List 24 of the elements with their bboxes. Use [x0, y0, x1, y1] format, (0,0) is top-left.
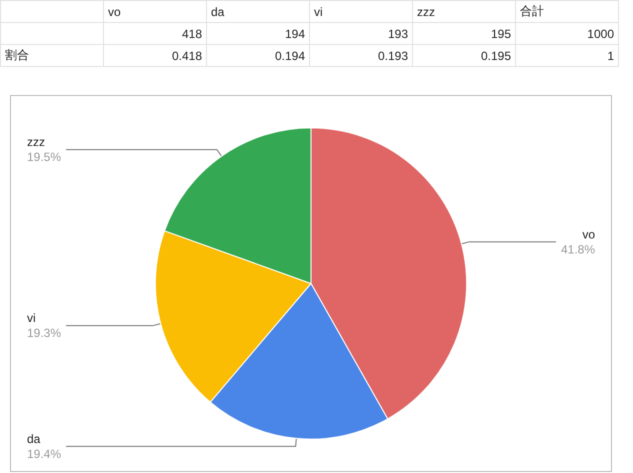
text: 1000 — [516, 22, 618, 44]
data-label: 19.3% — [27, 326, 62, 340]
category-label: zzz — [417, 4, 435, 18]
category-label: vi — [314, 4, 323, 18]
data-label: 41.8% — [560, 242, 596, 256]
text: 割合 — [0, 44, 104, 66]
slice-label: vo — [582, 227, 596, 242]
data-label: 19.4% — [27, 446, 62, 461]
slice-label: zzz — [27, 135, 45, 150]
text: 193 — [310, 22, 412, 44]
text: 0.194 — [206, 44, 310, 66]
slice-label: da — [27, 432, 41, 446]
slice-label: vi — [27, 311, 36, 326]
text: 194 — [206, 22, 310, 44]
text: 0.418 — [104, 44, 206, 66]
data-label: 19.5% — [27, 150, 62, 164]
text: 1 — [516, 44, 618, 66]
text: 418 — [104, 22, 206, 44]
text: 0.193 — [310, 44, 412, 66]
category-label: vo — [108, 4, 121, 18]
category-label: da — [211, 4, 224, 18]
text: 0.195 — [412, 44, 516, 66]
text: 合計 — [516, 0, 618, 22]
text: 195 — [412, 22, 516, 44]
